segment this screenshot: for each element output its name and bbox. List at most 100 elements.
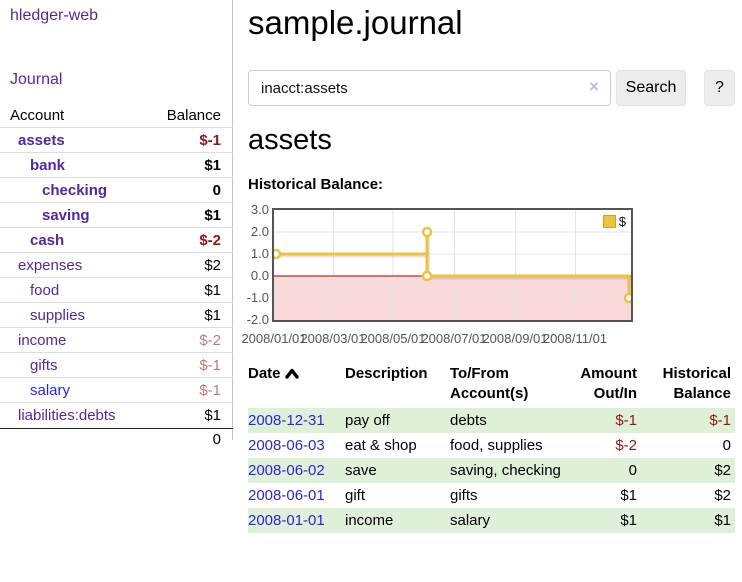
search-button[interactable]: Search xyxy=(616,70,686,106)
y-tick-label: -2.0 xyxy=(246,312,269,327)
account-link-liabilities-debts[interactable]: liabilities:debts xyxy=(18,407,116,424)
chart-plot-area: $ xyxy=(272,208,633,322)
transaction-row[interactable]: 2008-06-02 save saving, checking 0 $2 xyxy=(248,458,735,483)
chart-title: Historical Balance: xyxy=(248,176,384,193)
column-header-description: Description xyxy=(345,365,428,382)
transaction-amount: $1 xyxy=(620,512,637,529)
series-line xyxy=(276,230,631,298)
transaction-date-link[interactable]: 2008-06-01 xyxy=(248,487,325,504)
legend-swatch xyxy=(602,215,616,228)
account-link-expenses[interactable]: expenses xyxy=(18,256,83,274)
chart-canvas xyxy=(274,210,631,320)
transaction-description: eat & shop xyxy=(345,437,417,454)
x-tick-label: 2008/07/01 xyxy=(421,331,487,346)
transaction-date-link[interactable]: 2008-01-01 xyxy=(248,512,325,529)
transaction-balance: $2 xyxy=(714,462,731,479)
transaction-balance: $-1 xyxy=(709,412,731,429)
account-link-cash[interactable]: cash xyxy=(30,231,65,249)
transaction-balance: $2 xyxy=(714,487,731,504)
column-header-accounts: To/From Account(s) xyxy=(450,365,529,402)
transaction-accounts: debts xyxy=(450,412,487,429)
transaction-row[interactable]: 2008-01-01 income salary $1 $1 xyxy=(248,508,735,533)
accounts-header-account: Account xyxy=(10,106,65,124)
account-link-gifts[interactable]: gifts xyxy=(30,356,58,374)
search-input[interactable] xyxy=(248,70,611,106)
account-row: food $1 xyxy=(0,278,233,303)
column-header-date[interactable]: Date xyxy=(248,362,345,408)
account-link-supplies[interactable]: supplies xyxy=(30,306,86,324)
transaction-date-link[interactable]: 2008-06-03 xyxy=(248,437,325,454)
data-point-markers xyxy=(274,226,631,304)
y-tick-label: 1.0 xyxy=(250,246,269,261)
clear-search-icon[interactable]: × xyxy=(589,77,599,96)
column-header-balance: Historical Balance xyxy=(662,365,731,402)
x-tick-label: 2008/01/01 xyxy=(241,331,307,346)
account-link-food[interactable]: food xyxy=(30,281,60,299)
account-link-saving[interactable]: saving xyxy=(42,206,90,224)
transaction-accounts: saving, checking xyxy=(450,462,561,479)
x-tick-label: 2008/11/01 xyxy=(542,331,608,346)
account-link-salary[interactable]: salary xyxy=(30,381,71,399)
account-balance: $1 xyxy=(204,281,221,299)
transactions-header-row: Date Description To/From Account(s) Amou… xyxy=(248,362,735,408)
transaction-description: save xyxy=(345,462,377,479)
account-balance: $-1 xyxy=(199,381,221,399)
transaction-date-link[interactable]: 2008-12-31 xyxy=(248,412,325,429)
account-row: gifts $-1 xyxy=(0,353,233,378)
transactions-table: Date Description To/From Account(s) Amou… xyxy=(248,362,735,533)
historical-balance-chart: 3.0 2.0 1.0 0.0 -1.0 -2.0 xyxy=(241,202,647,353)
transaction-row[interactable]: 2008-12-31 pay off debts $-1 $-1 xyxy=(248,408,735,433)
account-row: expenses $2 xyxy=(0,253,233,278)
transaction-balance: $1 xyxy=(714,512,731,529)
accounts-header: Account Balance xyxy=(0,103,233,128)
accounts-table: Account Balance assets $-1 bank $1 check… xyxy=(0,103,233,450)
y-tick-label: 3.0 xyxy=(250,202,269,217)
accounts-total-value: 0 xyxy=(212,431,221,448)
sidebar: hledger-web Journal Account Balance asse… xyxy=(0,0,233,448)
transaction-amount: $-1 xyxy=(615,412,637,429)
account-row: supplies $1 xyxy=(0,303,233,328)
account-balance: $1 xyxy=(204,306,221,324)
accounts-header-balance: Balance xyxy=(166,106,221,124)
transaction-accounts: food, supplies xyxy=(450,437,543,454)
transaction-amount: $-2 xyxy=(615,437,637,454)
transaction-description: income xyxy=(345,512,394,529)
y-tick-label: 2.0 xyxy=(250,224,269,239)
account-link-assets[interactable]: assets xyxy=(18,131,65,149)
account-link-bank[interactable]: bank xyxy=(30,156,66,174)
account-balance: $-2 xyxy=(199,231,221,249)
transaction-accounts: salary xyxy=(450,512,491,529)
y-tick-label: -1.0 xyxy=(246,290,269,305)
transaction-row[interactable]: 2008-06-01 gift gifts $1 $2 xyxy=(248,483,735,508)
account-row: salary $-1 xyxy=(0,378,233,403)
accounts-total-row: 0 xyxy=(0,428,233,450)
transaction-amount: $1 xyxy=(620,487,637,504)
brand-link[interactable]: hledger-web xyxy=(10,7,99,24)
account-row: income $-2 xyxy=(0,328,233,353)
transaction-description: gift xyxy=(345,487,366,504)
y-tick-label: 0.0 xyxy=(250,268,269,283)
column-header-amount: Amount Out/In xyxy=(580,365,637,402)
transaction-accounts: gifts xyxy=(450,487,478,504)
account-row: bank $1 xyxy=(0,153,233,178)
account-row: saving $1 xyxy=(0,203,233,228)
help-button[interactable]: ? xyxy=(704,70,735,106)
legend-label: $ xyxy=(618,214,626,229)
account-balance: $1 xyxy=(204,156,221,174)
transaction-row[interactable]: 2008-06-03 eat & shop food, supplies $-2… xyxy=(248,433,735,458)
account-link-income[interactable]: income xyxy=(18,331,67,349)
account-row: checking 0 xyxy=(0,178,233,203)
transaction-date-link[interactable]: 2008-06-02 xyxy=(248,462,325,479)
sort-ascending-icon xyxy=(284,365,299,385)
nav-journal-link[interactable]: Journal xyxy=(10,71,63,88)
account-row: assets $-1 xyxy=(0,128,233,153)
account-balance: $2 xyxy=(204,256,221,274)
search-bar: × Search ? xyxy=(248,70,735,106)
account-balance: $1 xyxy=(204,206,221,224)
chart-legend: $ xyxy=(602,214,626,229)
transaction-balance: 0 xyxy=(722,437,731,454)
account-link-checking[interactable]: checking xyxy=(42,181,108,199)
account-balance: $-2 xyxy=(199,331,221,349)
transaction-description: pay off xyxy=(345,412,390,429)
account-heading: assets xyxy=(248,124,332,156)
